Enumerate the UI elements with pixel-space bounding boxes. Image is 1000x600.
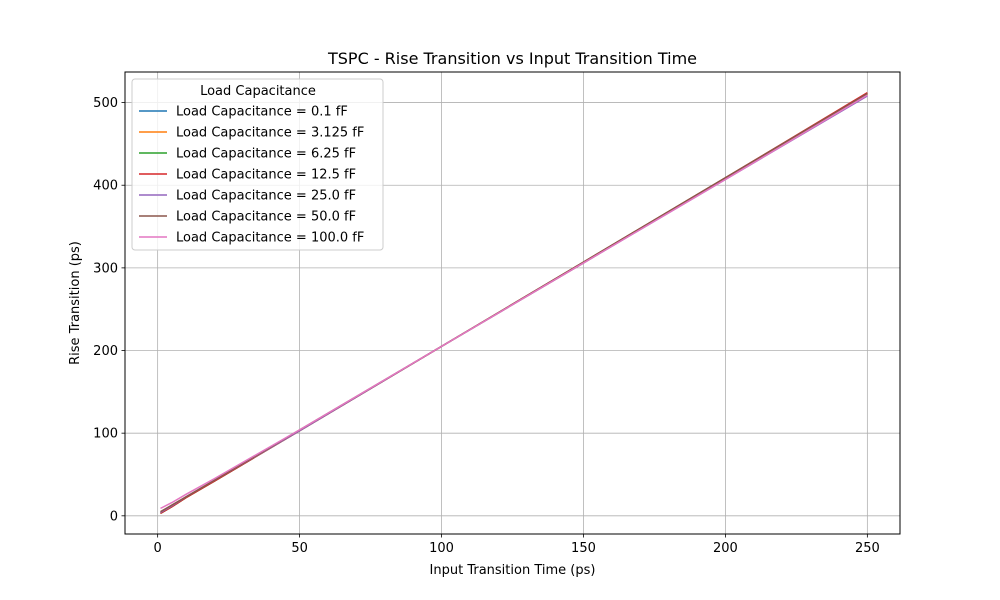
grid-lines — [125, 72, 900, 534]
y-tick-label: 200 — [93, 344, 118, 359]
y-tick-label: 0 — [110, 509, 118, 524]
y-axis-label: Rise Transition (ps) — [68, 241, 83, 365]
plot-area: 0 50 100 150 200 250 0 100 200 300 400 500 — [93, 71, 901, 556]
legend-title: Load Capacitance — [200, 84, 316, 99]
x-tick-label: 200 — [713, 541, 738, 556]
legend-label-0: Load Capacitance = 0.1 fF — [176, 105, 348, 120]
y-tick-label: 300 — [93, 261, 118, 276]
legend-items: Load Capacitance = 0.1 fF Load Capacitanc… — [139, 105, 364, 246]
legend-label-2: Load Capacitance = 6.25 fF — [176, 147, 356, 162]
y-axis-ticks: 0 100 200 300 400 500 — [93, 96, 125, 524]
x-tick-label: 0 — [154, 541, 162, 556]
series-line-6 — [160, 94, 868, 510]
chart-title: TSPC - Rise Transition vs Input Transiti… — [327, 49, 697, 68]
legend-box — [131, 78, 384, 251]
legend-label-3: Load Capacitance = 12.5 fF — [176, 168, 356, 183]
x-tick-label: 250 — [855, 541, 880, 556]
x-axis-label: Input Transition Time (ps) — [430, 563, 596, 578]
legend-label-6: Load Capacitance = 100.0 fF — [176, 231, 364, 246]
legend-label-1: Load Capacitance = 3.125 fF — [176, 126, 364, 141]
legend: Load Capacitance Load Capacitance = 0.1 … — [131, 78, 384, 251]
legend-label-5: Load Capacitance = 50.0 fF — [176, 210, 356, 225]
x-tick-label: 150 — [571, 541, 596, 556]
legend-label-4: Load Capacitance = 25.0 fF — [176, 189, 356, 204]
y-tick-label: 100 — [93, 427, 118, 442]
axes-frame — [124, 71, 901, 535]
series-lines — [160, 92, 868, 514]
y-tick-label: 400 — [93, 179, 118, 194]
x-tick-label: 50 — [291, 541, 308, 556]
x-tick-label: 100 — [429, 541, 454, 556]
y-tick-label: 500 — [93, 96, 118, 111]
x-axis-ticks: 0 50 100 150 200 250 — [154, 534, 880, 556]
